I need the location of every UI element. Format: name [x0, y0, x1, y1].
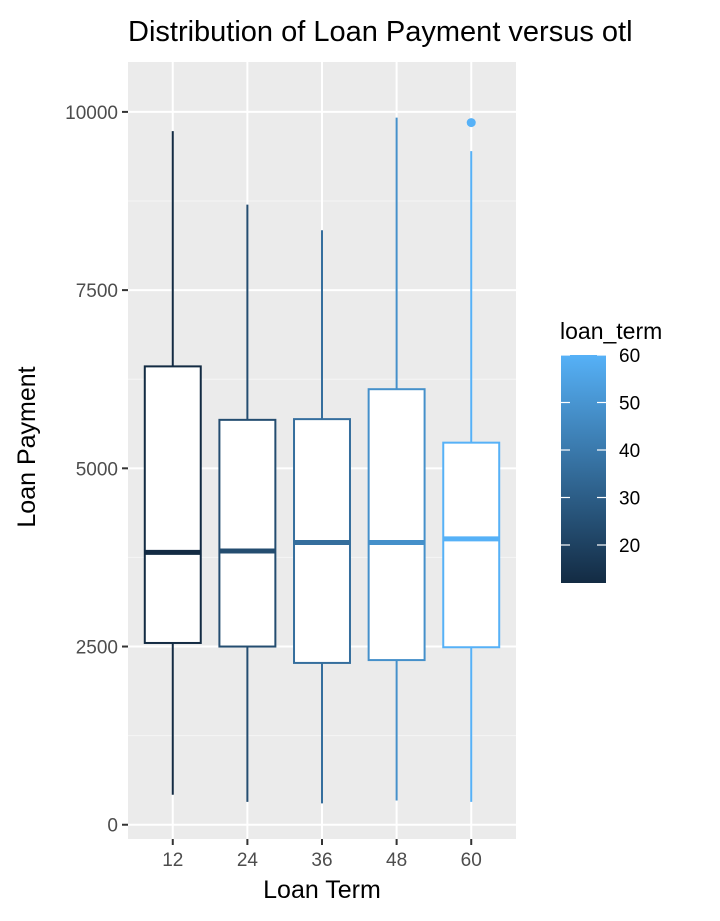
legend-ticks: 20 30 40 50 60 — [561, 346, 640, 557]
x-tick-label: 12 — [162, 850, 183, 871]
box-iqr — [218, 418, 277, 648]
y-tick-label: 5000 — [76, 459, 118, 480]
x-tick-label: 48 — [386, 850, 407, 871]
y-axis: 0 2500 5000 7500 10000 — [65, 103, 128, 837]
chart-title: Distribution of Loan Payment versus otl — [128, 16, 633, 48]
box-series — [143, 117, 501, 804]
y-tick-label: 10000 — [65, 103, 118, 124]
box-48 — [367, 117, 426, 801]
x-tick-label: 36 — [311, 850, 332, 871]
legend-tick-label: 50 — [619, 394, 640, 415]
y-tick-label: 0 — [107, 816, 118, 837]
y-tick-label: 2500 — [76, 638, 118, 659]
box-iqr — [367, 388, 426, 662]
legend-title: loan_term — [560, 318, 662, 344]
box-24 — [218, 204, 277, 802]
legend-tick-label: 20 — [619, 536, 640, 557]
legend-tick-label: 40 — [619, 441, 640, 462]
legend-tick-label: 30 — [619, 489, 640, 510]
x-axis-title: Loan Term — [263, 876, 381, 904]
legend: loan_term 20 30 40 50 60 — [560, 318, 662, 583]
box-iqr — [442, 441, 501, 649]
x-axis: 12 24 36 48 60 — [162, 839, 482, 871]
legend-tick-label: 60 — [619, 346, 640, 367]
outlier-point — [466, 118, 476, 128]
box-12 — [143, 131, 202, 795]
box-36 — [293, 230, 351, 804]
box-iqr — [143, 365, 202, 644]
y-axis-title: Loan Payment — [13, 366, 41, 527]
legend-colorbar — [561, 355, 606, 583]
x-tick-label: 60 — [461, 850, 482, 871]
box-60 — [442, 118, 501, 802]
x-tick-label: 24 — [237, 850, 259, 871]
y-tick-label: 7500 — [76, 281, 118, 302]
